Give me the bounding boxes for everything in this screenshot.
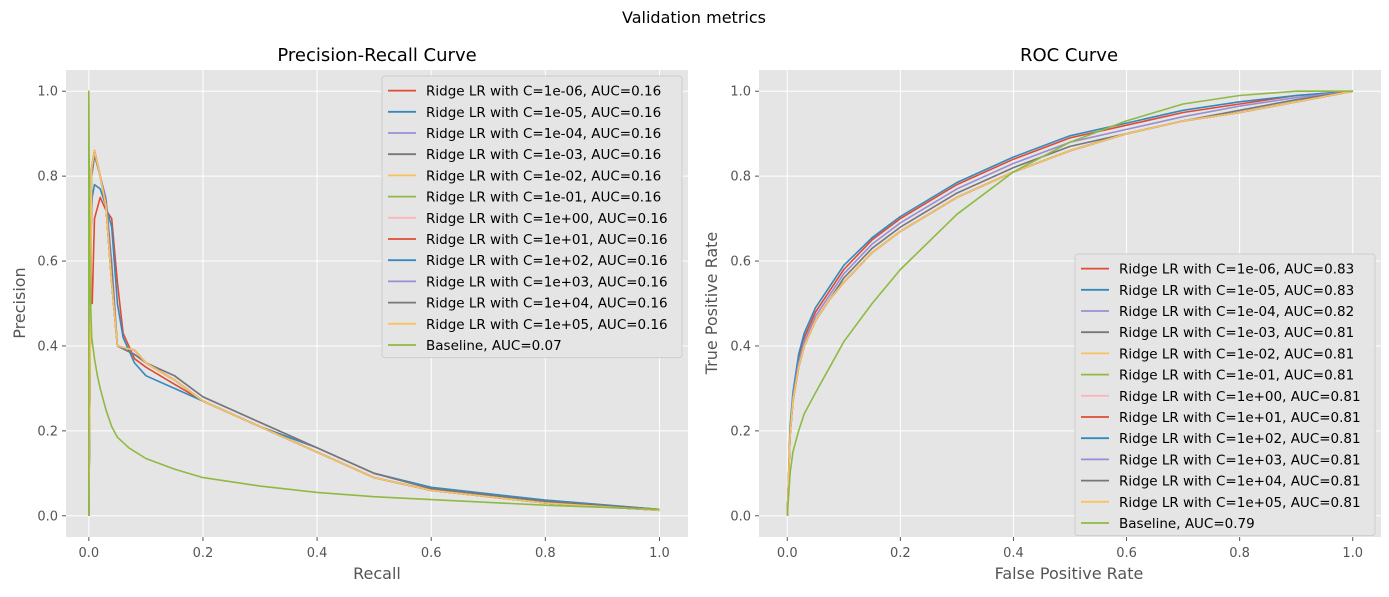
roc-legend-label: Ridge LR with C=1e-04, AUC=0.82 [1119, 304, 1354, 320]
pr-x-tick-label: 1.0 [649, 546, 670, 561]
pr-x-tick-label: 0.2 [193, 546, 214, 561]
pr-legend-label: Ridge LR with C=1e-05, AUC=0.16 [426, 105, 661, 121]
pr-legend-label: Ridge LR with C=1e+05, AUC=0.16 [426, 317, 668, 333]
roc-legend-label: Ridge LR with C=1e-06, AUC=0.83 [1119, 262, 1354, 278]
roc-legend-label: Baseline, AUC=0.79 [1119, 516, 1255, 532]
pr-y-tick-label: 0.6 [37, 255, 58, 270]
pr-legend-label: Ridge LR with C=1e+04, AUC=0.16 [426, 296, 668, 312]
roc-x-tick-label: 0.0 [777, 546, 798, 561]
roc-legend-label: Ridge LR with C=1e+01, AUC=0.81 [1119, 410, 1361, 426]
roc-legend-label: Ridge LR with C=1e-05, AUC=0.83 [1119, 283, 1354, 299]
roc-series-group [786, 90, 1353, 516]
roc-x-tick-label: 0.6 [1116, 546, 1137, 561]
pr-x-tick-label: 0.8 [535, 546, 556, 561]
pr-series-group [88, 90, 660, 516]
roc-y-tick-label: 0.4 [730, 339, 751, 354]
pr-legend-label: Ridge LR with C=1e+01, AUC=0.16 [426, 232, 668, 248]
pr-y-axis-label: Precision [10, 267, 29, 338]
roc-y-tick-label: 0.0 [730, 509, 751, 524]
pr-y-tick-label: 0.8 [37, 170, 58, 185]
roc-series-line-12 [786, 90, 1353, 516]
pr-y-tick-label: 0.4 [37, 339, 58, 354]
pr-series-line-12 [88, 90, 660, 516]
pr-legend-label: Ridge LR with C=1e-04, AUC=0.16 [426, 126, 661, 142]
roc-legend-label: Ridge LR with C=1e+04, AUC=0.81 [1119, 474, 1361, 490]
figure-title: Validation metrics [622, 8, 766, 27]
pr-legend-label: Ridge LR with C=1e-06, AUC=0.16 [426, 84, 661, 100]
pr-legend: Ridge LR with C=1e-06, AUC=0.16 Ridge LR … [381, 75, 683, 359]
pr-legend-label: Ridge LR with C=1e+02, AUC=0.16 [426, 253, 668, 269]
pr-x-axis-label: Recall [353, 564, 401, 583]
roc-legend-label: Ridge LR with C=1e-01, AUC=0.81 [1119, 368, 1354, 384]
roc-legend: Ridge LR with C=1e-06, AUC=0.83 Ridge LR … [1074, 253, 1376, 537]
pr-series-line-11 [88, 149, 660, 516]
roc-legend-label: Ridge LR with C=1e+02, AUC=0.81 [1119, 431, 1361, 447]
roc-x-tick-label: 0.4 [1003, 546, 1024, 561]
pr-legend-label: Ridge LR with C=1e+00, AUC=0.16 [426, 211, 668, 227]
precision-recall-panel: 0.0 0.2 0.4 0.6 0.8 1.0 0.0 0.2 0.4 0.6 0.8 1.0 Pre… [10, 45, 688, 583]
pr-legend-label: Ridge LR with C=1e-02, AUC=0.16 [426, 168, 661, 184]
roc-legend-label: Ridge LR with C=1e+00, AUC=0.81 [1119, 389, 1361, 405]
pr-legend-box [381, 75, 683, 359]
roc-panel: 0.0 0.2 0.4 0.6 0.8 1.0 0.0 0.2 0.4 0.6 0.8 1.0 ROC… [702, 45, 1381, 583]
roc-legend-label: Ridge LR with C=1e+05, AUC=0.81 [1119, 495, 1361, 511]
roc-x-tick-label: 1.0 [1342, 546, 1363, 561]
pr-y-tick-label: 1.0 [37, 85, 58, 100]
pr-x-tick-label: 0.4 [307, 546, 328, 561]
pr-y-tick-label: 0.0 [37, 509, 58, 524]
pr-x-tick-label: 0.0 [78, 546, 99, 561]
pr-legend-label: Ridge LR with C=1e-03, AUC=0.16 [426, 147, 661, 163]
pr-legend-label: Ridge LR with C=1e+03, AUC=0.16 [426, 274, 668, 290]
roc-legend-box [1074, 253, 1376, 537]
roc-y-tick-label: 0.2 [730, 424, 751, 439]
roc-y-tick-label: 0.6 [730, 255, 751, 270]
roc-y-tick-label: 1.0 [730, 85, 751, 100]
roc-x-tick-label: 0.2 [890, 546, 911, 561]
roc-series-line-11 [786, 90, 1353, 516]
roc-legend-label: Ridge LR with C=1e+03, AUC=0.81 [1119, 452, 1361, 468]
roc-x-axis-label: False Positive Rate [995, 564, 1144, 583]
roc-chart-title: ROC Curve [1020, 45, 1118, 66]
pr-legend-label: Baseline, AUC=0.07 [426, 338, 562, 354]
pr-legend-label: Ridge LR with C=1e-01, AUC=0.16 [426, 190, 661, 206]
pr-ticks: 0.0 0.2 0.4 0.6 0.8 1.0 0.0 0.2 0.4 0.6 0.8 1.0 [37, 85, 669, 561]
roc-legend-label: Ridge LR with C=1e-03, AUC=0.81 [1119, 325, 1354, 341]
pr-y-tick-label: 0.2 [37, 424, 58, 439]
pr-chart-title: Precision-Recall Curve [277, 45, 476, 66]
roc-y-axis-label: True Positive Rate [702, 232, 721, 376]
roc-y-tick-label: 0.8 [730, 170, 751, 185]
roc-legend-label: Ridge LR with C=1e-02, AUC=0.81 [1119, 346, 1354, 362]
pr-x-tick-label: 0.6 [421, 546, 442, 561]
roc-ticks: 0.0 0.2 0.4 0.6 0.8 1.0 0.0 0.2 0.4 0.6 0.8 1.0 [730, 85, 1363, 561]
roc-x-tick-label: 0.8 [1229, 546, 1250, 561]
roc-series-line-1 [786, 90, 1353, 516]
